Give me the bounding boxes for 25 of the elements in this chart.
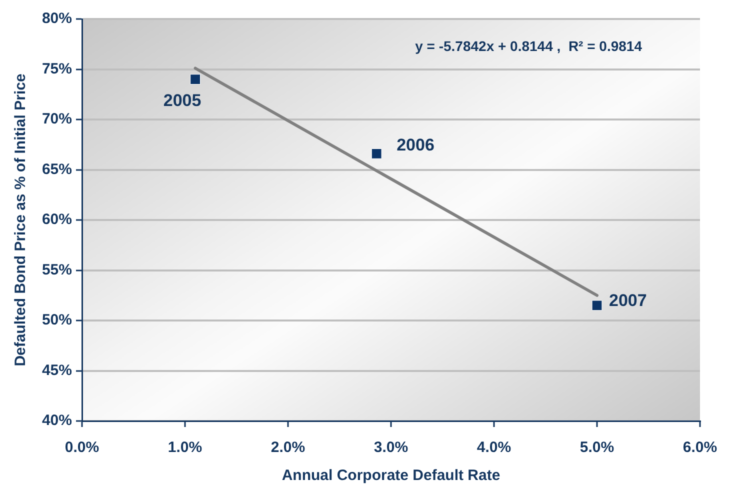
- annotation: y = -5.7842x + 0.8144 , R² = 0.9814: [415, 38, 642, 54]
- y-tick-label: 80%: [42, 10, 72, 28]
- x-tick-label: 1.0%: [168, 439, 202, 456]
- x-tick-label: 6.0%: [682, 439, 718, 456]
- point: [190, 74, 200, 84]
- x-tick-label: 3.0%: [374, 439, 408, 456]
- y-tick-label: 70%: [42, 110, 72, 128]
- annotation: 2006: [396, 135, 434, 154]
- x-tick-label: 5.0%: [580, 439, 614, 456]
- annotation: 2005: [163, 90, 202, 110]
- point: [371, 148, 382, 159]
- point: [592, 300, 602, 311]
- y-tick-label: 45%: [42, 362, 72, 379]
- x-tick-label: 4.0%: [476, 439, 512, 456]
- y-tick-label: 40%: [42, 412, 72, 430]
- y-tick-label: 75%: [42, 60, 72, 78]
- y-tick-label: 60%: [42, 211, 72, 228]
- x-axis-title: Annual Corporate Default Rate: [282, 467, 500, 484]
- y-tick-label: 50%: [42, 312, 72, 329]
- x-tick-label: 0.0%: [64, 439, 100, 456]
- y-tick-label: 65%: [42, 160, 72, 178]
- x-tick-label: 2.0%: [270, 439, 306, 456]
- y-tick-label: 55%: [42, 261, 72, 278]
- annotation: 2007: [609, 291, 647, 310]
- y-axis-title: Defaulted Bond Price as % of Initial Price: [12, 74, 30, 366]
